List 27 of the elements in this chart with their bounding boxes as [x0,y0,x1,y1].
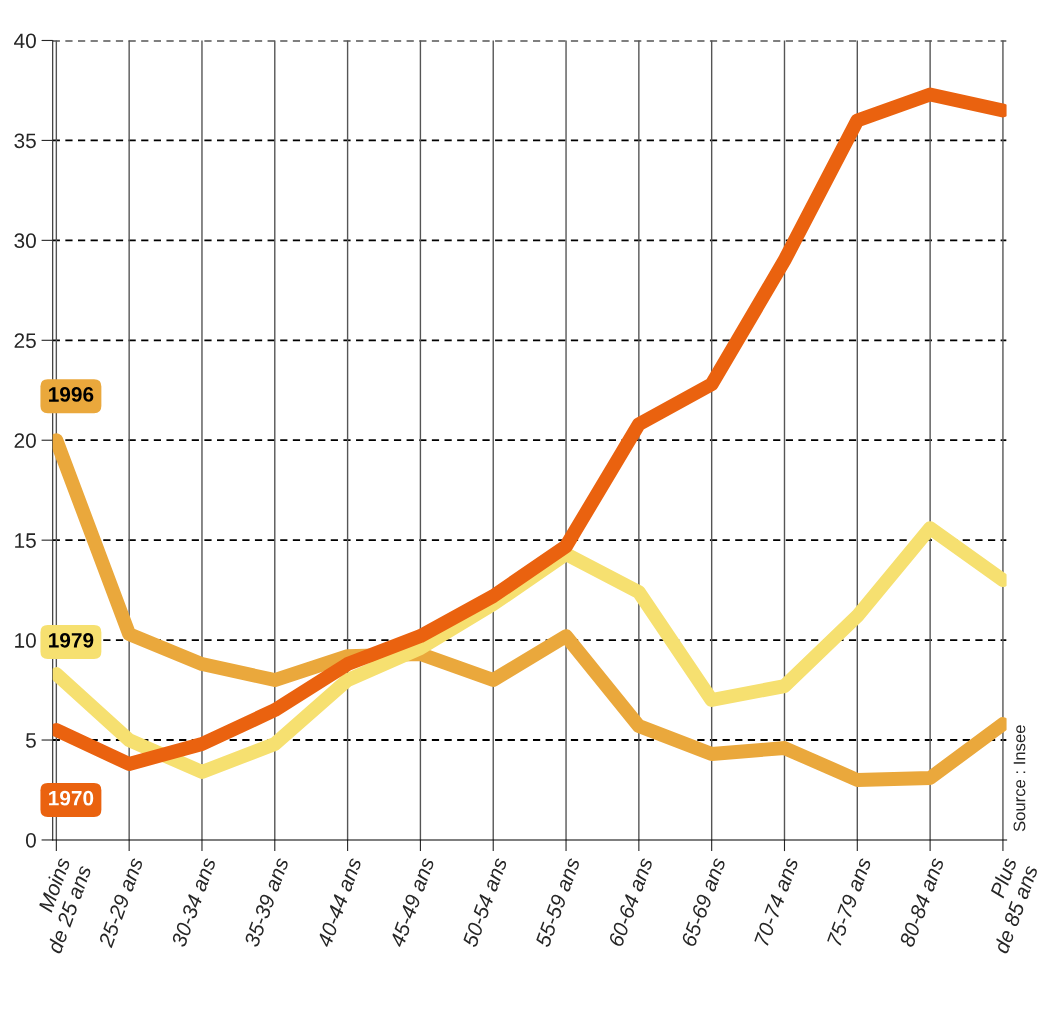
y-tick-label: 25 [14,333,36,349]
y-tick-label: 35 [14,133,36,149]
series-label: 1970 [49,790,94,806]
y-tick-label: 30 [14,233,36,249]
y-tick-label: 10 [15,633,36,648]
x-tick-label: 45-49 ans [389,856,435,949]
x-tick-label: 40-44 ans [316,856,362,949]
y-tick-label: 20 [14,433,36,448]
series-label: 1979 [49,632,94,648]
series-label: 1996 [49,387,94,402]
x-tick-label: 75-79 ans [826,856,872,947]
x-tick-label: 60-64 ans [608,856,654,948]
x-tick-label: 25-29 ans [97,856,144,949]
y-tick-label: 5 [25,733,36,748]
x-tick-label: 65-69 ans [680,856,726,948]
x-tick-label: Plus de 85 ans [989,856,1039,955]
x-tick-label: 30-34 ans [170,856,217,948]
x-tick-label: 50-54 ans [462,856,508,948]
x-tick-label: 70-74 ans [754,856,799,947]
x-tick-label: 80-84 ans [899,856,945,948]
y-tick-label: 40 [14,33,36,49]
y-tick-label: 0 [25,832,36,848]
source-note: Source : Insee [1013,725,1026,832]
x-tick-label: Moins de 25 ans [37,856,92,955]
y-tick-label: 15 [15,533,36,548]
x-tick-label: 35-39 ans [243,856,290,948]
x-tick-label: 55-59 ans [535,856,581,948]
